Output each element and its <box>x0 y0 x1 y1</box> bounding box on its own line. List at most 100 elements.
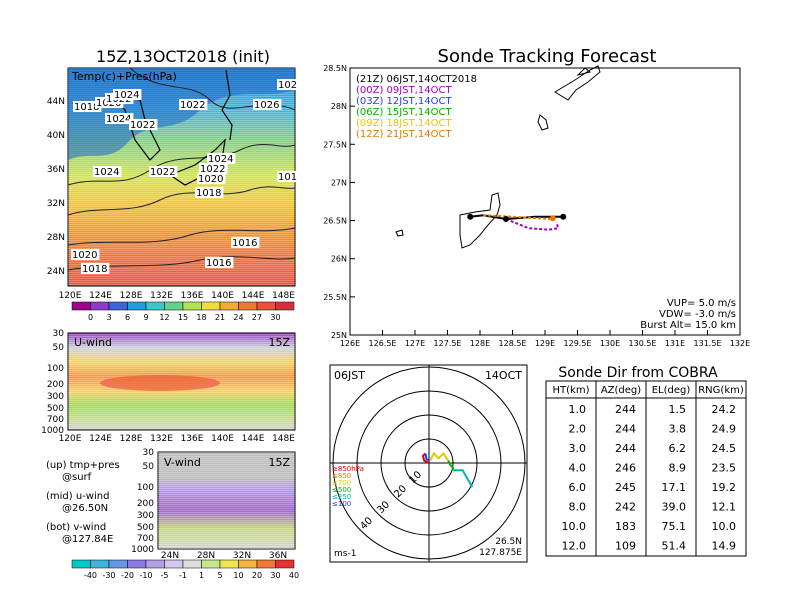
legend-note: @26.50N <box>62 503 108 514</box>
track-y-tick: 27N <box>331 178 347 187</box>
table-cell: 24.2 <box>712 403 737 416</box>
track-x-tick: 129.5E <box>564 339 592 348</box>
lat-tick: 32N <box>47 199 65 209</box>
wind-colorbar-label: -1 <box>179 571 187 580</box>
pressure-label: 1022 <box>180 100 205 111</box>
table-cell: 183 <box>615 520 636 533</box>
temp-colorbar-label: 24 <box>233 313 243 322</box>
wind-colorbar-label: -10 <box>139 571 152 580</box>
track-annotation: VDW= -3.0 m/s <box>659 309 736 320</box>
pressure-label: 1018 <box>196 188 221 199</box>
polar-series-line <box>421 452 430 464</box>
polar-level-legend: ≥850hPa <box>332 465 364 473</box>
track-annotation: VUP= 5.0 m/s <box>667 298 736 309</box>
temp-colorbar-label: 30 <box>270 313 280 322</box>
track-legend-entry: (06Z) 15JST,14OCT <box>356 107 452 118</box>
wind-colorbar-label: 1 <box>199 571 204 580</box>
temp-colorbar-cell <box>108 301 128 311</box>
polar-level-legend: ≤500 <box>332 486 351 494</box>
temp-colorbar-cell <box>71 301 91 311</box>
vwind-level: 300 <box>137 511 154 521</box>
temp-colorbar-cell <box>201 301 221 311</box>
track-point <box>503 216 509 223</box>
track-ticks: 126E 126.5E 127E 127.5E 128E 128.5E 129E 129.5E… <box>323 64 750 348</box>
track-x-tick: 130E <box>600 339 620 348</box>
table-cell: 109 <box>615 540 636 553</box>
pressure-label: 1022 <box>130 120 155 131</box>
temp-colorbar-label: 6 <box>125 313 130 322</box>
pressure-label: 1022 <box>150 167 175 178</box>
pressure-label-bg <box>113 89 142 100</box>
temp-colorbar-cell <box>256 301 276 311</box>
polar-top-right: 14OCT <box>485 369 522 382</box>
temp-colorbar-label: 3 <box>106 313 111 322</box>
track-legend-entry: (03Z) 12JST,14OCT <box>356 96 452 107</box>
polar-top-left: 06JST <box>334 369 365 382</box>
wind-colorbar-label: 20 <box>252 571 262 580</box>
track-y-tick: 25N <box>331 331 347 340</box>
pressure-label-bg <box>195 187 224 198</box>
polar-text: 06JST 14OCTms-126.5N127.875E10203040≥850h… <box>332 369 522 559</box>
wind-colorbar-cell <box>108 559 128 569</box>
track-legend: (21Z) 06JST,14OCT2018(00Z) 09JST,14OCT(0… <box>356 74 477 140</box>
pressure-label-bg <box>149 166 178 177</box>
table-cell: 244 <box>615 442 636 455</box>
table-cell: 1.5 <box>669 403 687 416</box>
uwind-lon-tick: 124E <box>89 434 112 444</box>
legend-notes: (up) tmp+pres@surf (mid) u-wind@26.50N (bo… <box>46 460 120 545</box>
temp-colorbar-cell <box>238 301 258 311</box>
table-cell: 8.0 <box>569 501 587 514</box>
wind-colorbar-label: -40 <box>84 571 97 580</box>
track-point <box>549 215 556 222</box>
pressure-label-bg <box>253 99 282 110</box>
table-header: HT(km) <box>553 385 590 396</box>
lon-tick: 148E <box>272 291 295 301</box>
table-cell: 10.0 <box>712 520 737 533</box>
track-x-tick: 126.5E <box>369 339 397 348</box>
uwind-panel: U-wind 15Z <box>67 332 296 431</box>
pressure-label: 1026 <box>254 100 279 111</box>
lon-tick: 140E <box>211 291 234 301</box>
table-cell: 14.9 <box>712 540 737 553</box>
uwind-lon-tick: 144E <box>242 434 265 444</box>
vwind-level: 30 <box>143 448 155 458</box>
wind-colorbar-cell <box>275 559 295 569</box>
track-x-tick: 127E <box>405 339 425 348</box>
table-cell: 3.0 <box>569 442 587 455</box>
pressure-label-bg <box>129 119 158 130</box>
pressure-label: 1020 <box>72 250 97 261</box>
track-legend-entry: (12Z) 21JST,14OCT <box>356 129 452 140</box>
track-y-tick: 26.5N <box>323 217 347 226</box>
lat-tick: 40N <box>47 131 65 141</box>
pressure-label-bg <box>197 173 226 184</box>
polar-lat: 26.5N <box>495 537 522 547</box>
table-cell: 24.9 <box>712 423 737 436</box>
pressure-label: 1018 <box>82 264 107 275</box>
track-legend-entry: (09Z) 18JST,14OCT <box>356 118 452 129</box>
table-cell: 19.2 <box>712 481 737 494</box>
vwind-lat-ticks: 24N 28N 32N 36N <box>161 551 287 561</box>
track-point <box>560 213 567 220</box>
table-cell: 2.0 <box>569 423 587 436</box>
uwind-level: 500 <box>47 404 64 414</box>
wind-colorbar-label: 5 <box>217 571 222 580</box>
table-cell: 6.0 <box>569 481 587 494</box>
track-y-tick: 27.5N <box>323 140 347 149</box>
polar-unit: ms-1 <box>334 549 356 559</box>
temp-colorbar-cell <box>164 301 184 311</box>
vwind-lat-tick: 24N <box>161 551 179 561</box>
track-series-line <box>483 214 553 221</box>
table-cell: 10.0 <box>562 520 587 533</box>
uwind-level: 100 <box>47 364 64 374</box>
wind-colorbar-cell <box>145 559 165 569</box>
table-cell: 1.0 <box>569 403 587 416</box>
polar-level-legend: ≤700 <box>332 479 351 487</box>
temp-colorbar-label: 12 <box>159 313 169 322</box>
uwind-lon-ticks: 120E 124E 128E 132E 136E 140E 144E 148E <box>59 434 296 444</box>
table-cell: 242 <box>615 501 636 514</box>
vwind-level: 200 <box>137 499 154 509</box>
pressure-label: 1022 <box>200 164 225 175</box>
track-y-tick: 25.5N <box>323 293 347 302</box>
track-x-tick: 131E <box>665 339 685 348</box>
legend-note: (mid) u-wind <box>46 491 109 502</box>
